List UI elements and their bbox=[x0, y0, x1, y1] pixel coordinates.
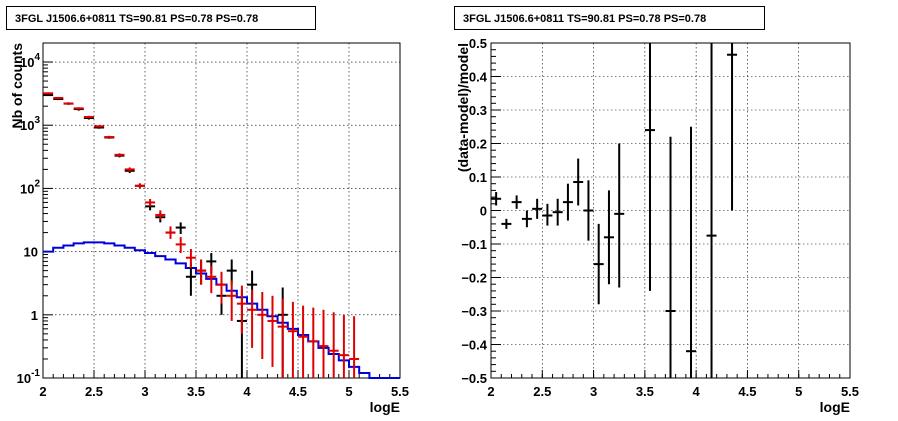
left-y-tick-label: 102 bbox=[20, 178, 40, 196]
left-x-tick-label: 2 bbox=[39, 384, 46, 399]
left-y-tick-label: 103 bbox=[20, 115, 40, 133]
left-x-tick-label: 4.5 bbox=[289, 384, 307, 399]
left-x-tick-label: 5.5 bbox=[391, 384, 409, 399]
left-chart-title: 3FGL J1506.6+0811 TS=90.81 PS=0.78 PS=0.… bbox=[6, 6, 316, 30]
left-x-tick-label: 5 bbox=[345, 384, 352, 399]
left-y-tick-label: 104 bbox=[20, 52, 40, 70]
left-x-tick-label: 3.5 bbox=[187, 384, 205, 399]
model-step-line bbox=[43, 241, 400, 379]
left-y-axis-title: Nb of counts bbox=[9, 43, 25, 129]
left-x-tick-label: 4 bbox=[243, 384, 251, 399]
left-y-tick-label: 10-1 bbox=[17, 368, 41, 386]
left-y-tick-label: 10 bbox=[24, 245, 38, 260]
left-x-tick-label: 3 bbox=[141, 384, 148, 399]
left-x-tick-label: 2.5 bbox=[85, 384, 103, 399]
left-x-axis-title: logE bbox=[370, 399, 400, 415]
left-plot-frame bbox=[42, 42, 401, 379]
right-chart-title: 3FGL J1506.6+0811 TS=90.81 PS=0.78 PS=0.… bbox=[454, 6, 765, 30]
left-y-tick-label: 1 bbox=[31, 308, 38, 323]
